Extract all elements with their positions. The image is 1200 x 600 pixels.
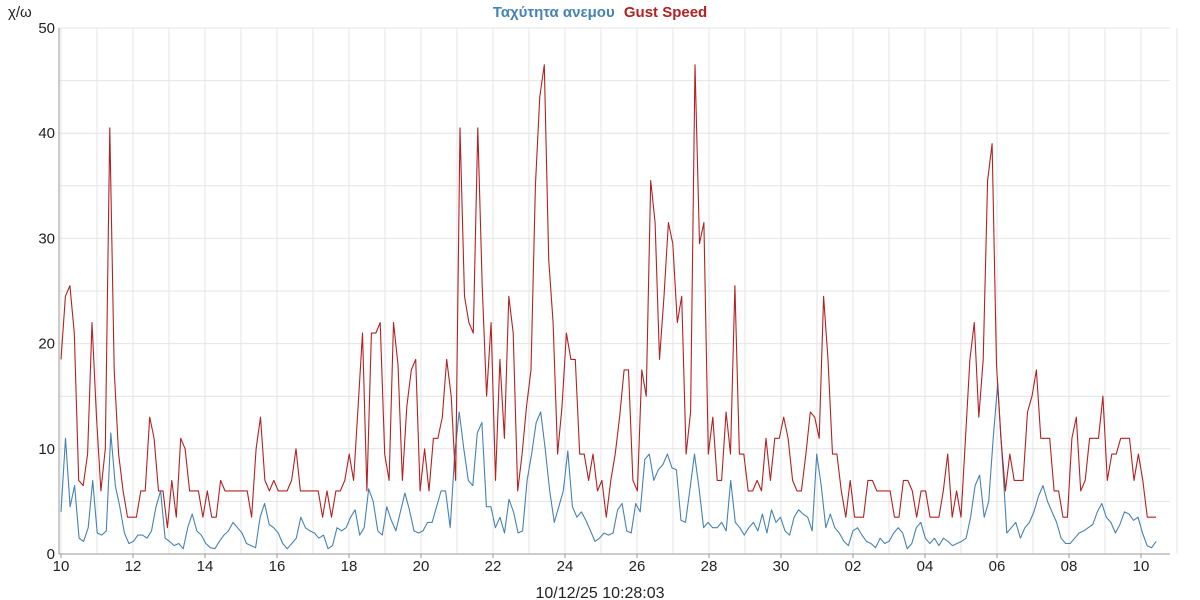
y-tick-label: 0 (47, 546, 55, 563)
wind-speed-series-line (60, 383, 1157, 550)
x-tick-label: 14 (197, 558, 214, 575)
y-axis-label: χ/ω (8, 4, 32, 21)
x-tick-label: 08 (1061, 558, 1078, 575)
chart-title: Ταχύτητα ανεμου Gust Speed (493, 4, 707, 21)
x-tick-label: 30 (773, 558, 790, 575)
x-tick-label: 20 (413, 558, 430, 575)
x-tick-label: 18 (341, 558, 358, 575)
x-tick-label: 16 (269, 558, 286, 575)
title-part-gust-speed: Gust Speed (624, 4, 707, 21)
grid (59, 27, 1178, 555)
y-tick-labels: 0 10 20 30 40 50 (38, 20, 55, 563)
gust-speed-series-line (60, 64, 1157, 529)
x-tick-label: 10 (1133, 558, 1150, 575)
title-part-wind-speed: Ταχύτητα ανεμου (493, 4, 615, 21)
y-tick-label: 30 (38, 230, 55, 247)
series-layer (60, 64, 1157, 550)
x-tick-label: 06 (989, 558, 1006, 575)
x-tick-label: 12 (125, 558, 142, 575)
y-tick-label: 40 (38, 125, 55, 142)
x-tick-labels: 10 12 14 16 18 20 22 24 26 28 30 02 04 06 08 10 (53, 554, 1150, 575)
x-tick-label: 04 (917, 558, 934, 575)
y-tick-label: 10 (38, 441, 55, 458)
x-tick-label: 28 (701, 558, 718, 575)
x-tick-label: 26 (629, 558, 646, 575)
timestamp-footer: 10/12/25 10:28:03 (535, 585, 664, 600)
y-tick-label: 20 (38, 336, 55, 353)
axes (58, 28, 1170, 555)
x-tick-label: 24 (557, 558, 574, 575)
y-tick-label: 50 (38, 20, 55, 37)
x-tick-label: 10 (53, 558, 70, 575)
x-tick-label: 22 (485, 558, 502, 575)
x-tick-label: 02 (845, 558, 862, 575)
